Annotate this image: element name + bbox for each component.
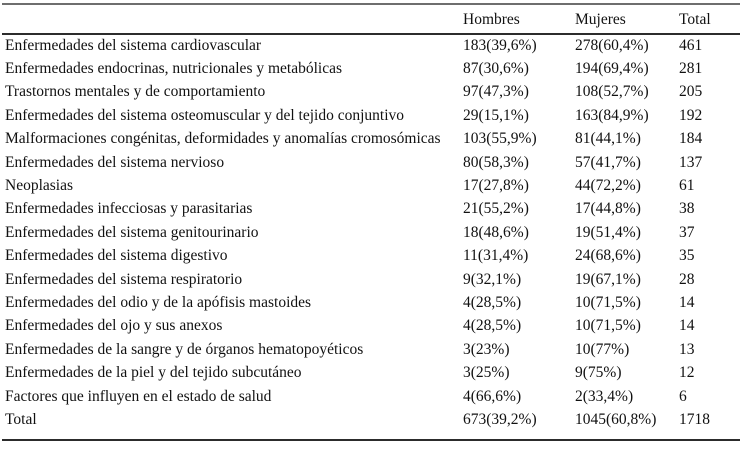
total-value: 1718 [679, 410, 710, 428]
hombres-value: 18(48,6%) [463, 223, 529, 241]
hombres-value: 97(47,3%) [463, 83, 529, 101]
hombres-value: 17(27,8%) [463, 177, 529, 195]
hombres-value: 29(15,1%) [463, 106, 529, 124]
hombres-value: 87(30,6%) [463, 60, 529, 78]
mujeres-value: 57(41,7%) [575, 153, 641, 171]
mujeres-value: 17(44,8%) [575, 200, 641, 218]
hombres-value: 4(28,5%) [463, 293, 522, 311]
diagnosis-by-sex-table: Hombres Mujeres Total Enfermedades del s… [2, 5, 740, 432]
mujeres-value: 10(71,5%) [575, 317, 641, 335]
mujeres-value: 2(33,4%) [575, 387, 634, 405]
row-label: Enfermedades de la piel y del tejido sub… [5, 364, 302, 382]
hombres-value: 3(25%) [463, 364, 510, 382]
mujeres-value: 278(60,4%) [575, 37, 649, 55]
table-row: Neoplasias 17(27,8%) 44(72,2%) 61 [2, 174, 740, 197]
mujeres-value: 9(75%) [575, 364, 622, 382]
table-row: Enfermedades endocrinas, nutricionales y… [2, 57, 740, 80]
table-row: Enfermedades del sistema nervioso 80(58,… [2, 151, 740, 174]
table-row: Enfermedades del sistema genitourinario … [2, 221, 740, 244]
row-label: Neoplasias [5, 177, 74, 195]
total-value: 28 [679, 270, 695, 288]
mujeres-value: 19(51,4%) [575, 223, 641, 241]
mujeres-value: 194(69,4%) [575, 60, 649, 78]
row-label: Enfermedades de la sangre y de órganos h… [5, 340, 364, 358]
mujeres-value: 1045(60,8%) [575, 410, 657, 428]
total-value: 12 [679, 364, 695, 382]
table-row: Trastornos mentales y de comportamiento … [2, 81, 740, 104]
header-mujeres: Mujeres [575, 10, 626, 28]
hombres-value: 673(39,2%) [463, 410, 537, 428]
mujeres-value: 44(72,2%) [575, 177, 641, 195]
hombres-value: 80(58,3%) [463, 153, 529, 171]
total-value: 184 [679, 130, 703, 148]
mujeres-value: 10(77%) [575, 340, 630, 358]
table-row: Enfermedades del odio y de la apófisis m… [2, 291, 740, 314]
total-value: 37 [679, 223, 695, 241]
row-label: Enfermedades infecciosas y parasitarias [5, 200, 253, 218]
table-row: Enfermedades infecciosas y parasitarias … [2, 198, 740, 221]
total-value: 13 [679, 340, 695, 358]
hombres-value: 9(32,1%) [463, 270, 522, 288]
hombres-value: 4(66,6%) [463, 387, 522, 405]
table-header: Hombres Mujeres Total [2, 5, 740, 34]
total-value: 38 [679, 200, 695, 218]
row-label: Enfermedades del sistema respiratorio [5, 270, 243, 288]
table-row: Enfermedades de la sangre y de órganos h… [2, 338, 740, 361]
header-total: Total [679, 10, 711, 28]
hombres-value: 11(31,4%) [463, 247, 529, 265]
table-row-total: Total 673(39,2%) 1045(60,8%) 1718 [2, 408, 740, 431]
row-label: Enfermedades del sistema nervioso [5, 153, 225, 171]
total-value: 14 [679, 317, 695, 335]
hombres-value: 21(55,2%) [463, 200, 529, 218]
total-value: 61 [679, 177, 695, 195]
table-body: Enfermedades del sistema cardiovascular … [2, 34, 740, 432]
total-value: 281 [679, 60, 703, 78]
table-row: Enfermedades del sistema cardiovascular … [2, 34, 740, 57]
mujeres-value: 108(52,7%) [575, 83, 649, 101]
row-label: Factores que influyen en el estado de sa… [5, 387, 272, 405]
row-label: Malformaciones congénitas, deformidades … [5, 130, 441, 148]
hombres-value: 103(55,9%) [463, 130, 537, 148]
row-label: Total [5, 410, 37, 428]
header-hombres: Hombres [463, 10, 520, 28]
row-label: Enfermedades del odio y de la apófisis m… [5, 293, 312, 311]
table-row: Factores que influyen en el estado de sa… [2, 385, 740, 408]
mujeres-value: 81(44,1%) [575, 130, 641, 148]
total-value: 461 [679, 37, 703, 55]
hombres-value: 183(39,6%) [463, 37, 537, 55]
row-label: Enfermedades del sistema genitourinario [5, 223, 259, 241]
total-value: 6 [679, 387, 687, 405]
row-label: Trastornos mentales y de comportamiento [5, 83, 266, 101]
total-value: 35 [679, 247, 695, 265]
hombres-value: 4(28,5%) [463, 317, 522, 335]
statistics-table-container: Hombres Mujeres Total Enfermedades del s… [2, 3, 740, 441]
row-label: Enfermedades del sistema osteomuscular y… [5, 106, 405, 124]
mujeres-value: 10(71,5%) [575, 293, 641, 311]
table-row: Enfermedades del sistema respiratorio 9(… [2, 268, 740, 291]
header-row: Hombres Mujeres Total [2, 5, 740, 34]
mujeres-value: 24(68,6%) [575, 247, 641, 265]
table-row: Enfermedades del sistema osteomuscular y… [2, 104, 740, 127]
header-empty-cell [2, 5, 461, 34]
total-value: 205 [679, 83, 703, 101]
total-value: 137 [679, 153, 703, 171]
table-row: Enfermedades de la piel y del tejido sub… [2, 361, 740, 384]
mujeres-value: 163(84,9%) [575, 106, 649, 124]
mujeres-value: 19(67,1%) [575, 270, 641, 288]
total-value: 192 [679, 106, 703, 124]
table-row: Enfermedades del ojo y sus anexos 4(28,5… [2, 315, 740, 338]
hombres-value: 3(23%) [463, 340, 510, 358]
table-row: Enfermedades del sistema digestivo 11(31… [2, 245, 740, 268]
row-label: Enfermedades del sistema digestivo [5, 247, 228, 265]
row-label: Enfermedades del sistema cardiovascular [5, 37, 262, 55]
row-label: Enfermedades del ojo y sus anexos [5, 317, 223, 335]
table-row: Malformaciones congénitas, deformidades … [2, 128, 740, 151]
row-label: Enfermedades endocrinas, nutricionales y… [5, 60, 342, 78]
total-value: 14 [679, 293, 695, 311]
